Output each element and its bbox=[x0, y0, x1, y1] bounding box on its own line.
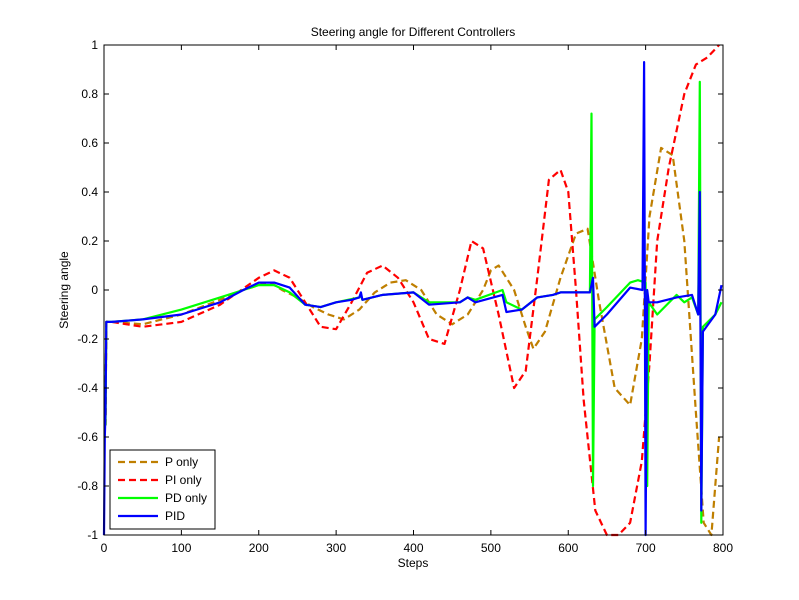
y-tick-label: 1 bbox=[91, 38, 98, 52]
y-tick-label: 0.8 bbox=[81, 87, 98, 101]
legend-label: PI only bbox=[165, 473, 202, 487]
series-line-p-only bbox=[104, 146, 721, 537]
y-tick-label: -1 bbox=[87, 528, 98, 542]
y-tick-label: 0.2 bbox=[81, 234, 98, 248]
x-tick-label: 100 bbox=[171, 541, 191, 555]
y-tick-label: 0 bbox=[91, 283, 98, 297]
x-tick-label: 600 bbox=[558, 541, 578, 555]
x-tick-label: 800 bbox=[713, 541, 733, 555]
chart-title: Steering angle for Different Controllers bbox=[311, 25, 516, 39]
plot-area: 0 100 200 300 400 500 600 700 800 -1 -0.8 -0.6 -0.4 -… bbox=[77, 38, 733, 555]
x-tick-label: 200 bbox=[249, 541, 269, 555]
y-tick-label: -0.2 bbox=[77, 332, 98, 346]
x-tick-label: 400 bbox=[403, 541, 423, 555]
x-tick-label: 700 bbox=[636, 541, 656, 555]
legend-label: PD only bbox=[165, 491, 207, 505]
x-tick-label: 500 bbox=[481, 541, 501, 555]
y-tick-label: -0.8 bbox=[77, 479, 98, 493]
y-tick-label: 0.6 bbox=[81, 136, 98, 150]
series-line-pid bbox=[102, 61, 723, 537]
y-tick-label: 0.4 bbox=[81, 185, 98, 199]
series-line-pi-only bbox=[104, 44, 720, 537]
x-axis-title: Steps bbox=[398, 556, 429, 570]
x-tick-label: 300 bbox=[326, 541, 346, 555]
legend-label: PID bbox=[165, 509, 185, 523]
y-axis-title: Steering angle bbox=[57, 251, 71, 329]
y-tick-label: -0.4 bbox=[77, 381, 98, 395]
legend-box bbox=[109, 449, 216, 530]
x-tick-label: 0 bbox=[101, 541, 108, 555]
legend-label: P only bbox=[165, 455, 198, 469]
series-line-pd-only bbox=[104, 80, 723, 524]
y-tick-label: -0.6 bbox=[77, 430, 98, 444]
